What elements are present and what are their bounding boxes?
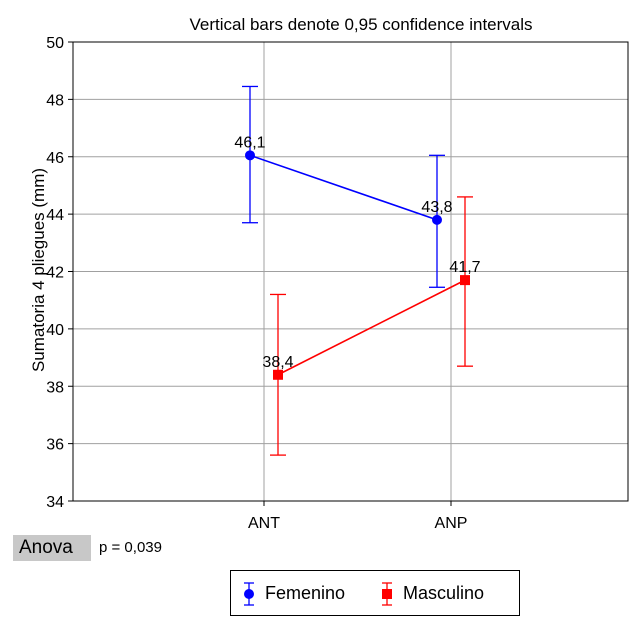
data-label-femenino: 46,1 xyxy=(234,134,265,151)
anova-label: Anova xyxy=(13,535,91,561)
x-tick-label: ANP xyxy=(435,515,468,532)
legend-label-masculino: Masculino xyxy=(403,583,485,603)
y-tick-label: 38 xyxy=(46,379,64,396)
x-tick-label: ANT xyxy=(248,515,280,532)
data-point-masculino xyxy=(273,369,283,380)
y-axis-label: Sumatoria 4 pliegues (mm) xyxy=(29,168,48,372)
legend: Femenino Masculino xyxy=(230,570,520,616)
data-label-masculino: 41,7 xyxy=(449,259,480,276)
y-tick-label: 50 xyxy=(46,35,64,52)
legend-marker-masculino xyxy=(382,582,392,606)
data-point-femenino xyxy=(432,214,442,225)
y-tick-label: 46 xyxy=(46,150,64,167)
data-label-femenino: 43,8 xyxy=(421,199,452,216)
data-label-masculino: 38,4 xyxy=(262,354,293,371)
y-tick-label: 48 xyxy=(46,92,64,109)
legend-label-femenino: Femenino xyxy=(265,583,346,603)
chart-title: Vertical bars denote 0,95 confidence int… xyxy=(189,15,532,34)
y-tick-label: 40 xyxy=(46,322,64,339)
y-tick-label: 34 xyxy=(46,494,64,511)
chart: Vertical bars denote 0,95 confidence int… xyxy=(29,15,629,532)
plot-frame xyxy=(72,41,629,502)
series-line-femenino xyxy=(249,154,438,221)
y-tick-label: 44 xyxy=(46,207,64,224)
y-tick-label: 42 xyxy=(46,265,64,282)
data-point-masculino xyxy=(460,275,470,286)
p-value: p = 0,039 xyxy=(99,539,162,556)
legend-marker-femenino xyxy=(244,582,254,606)
data-point-femenino xyxy=(245,150,255,161)
y-tick-label: 36 xyxy=(46,437,64,454)
series-line-masculino xyxy=(277,279,466,376)
